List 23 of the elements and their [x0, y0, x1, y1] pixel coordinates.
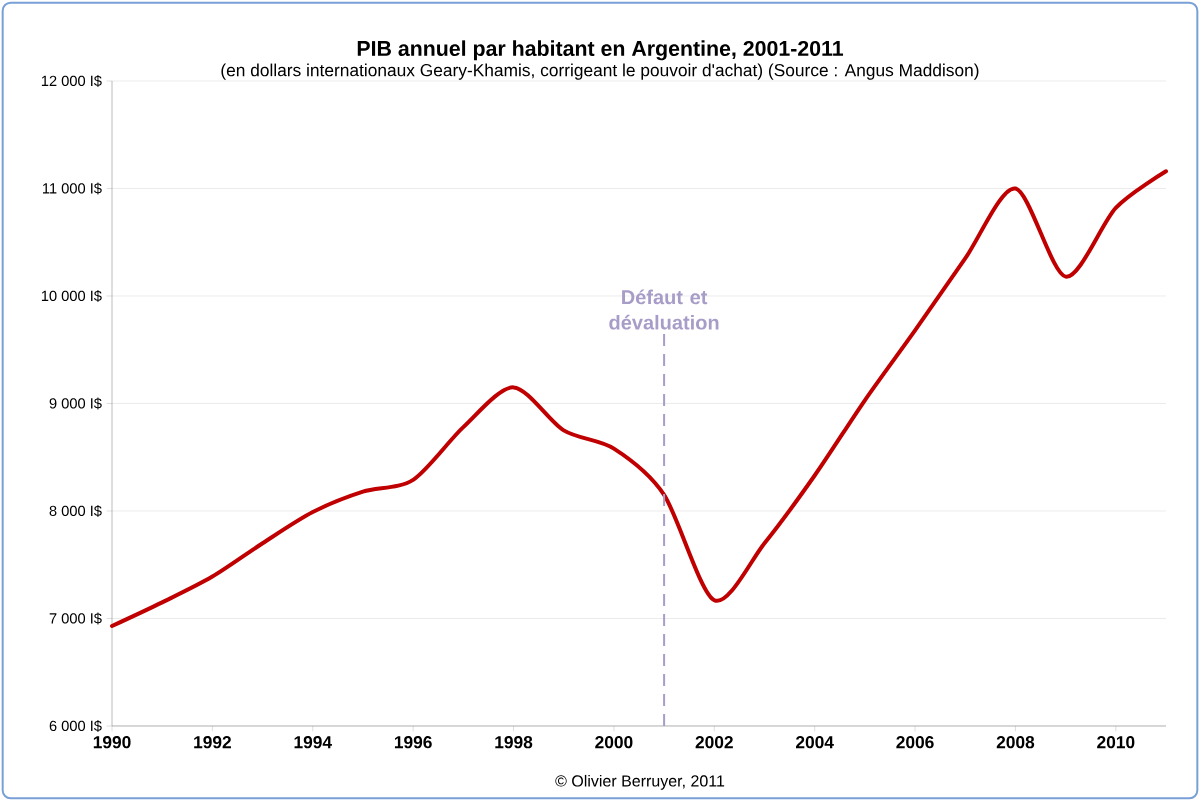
- x-tick-label: 2006: [896, 736, 934, 749]
- x-tick-label: 2000: [595, 736, 633, 749]
- y-tick-label: 12 000 I$: [41, 75, 102, 87]
- x-tick-label: 2004: [796, 736, 834, 749]
- y-tick-label: 8 000 I$: [49, 505, 102, 517]
- x-tick-label: 2008: [996, 736, 1035, 749]
- ref-line-label: Défaut et dévaluation: [609, 289, 719, 330]
- y-tick-label: 11 000 I$: [43, 182, 102, 195]
- y-tick-label: 10 000 I$: [41, 290, 102, 302]
- x-tick-label: 1996: [394, 736, 432, 749]
- x-tick-label: 1992: [194, 736, 231, 749]
- x-tick-label: 1994: [294, 736, 332, 749]
- line-series: [110, 169, 1169, 629]
- x-tick-label: 2002: [695, 736, 733, 749]
- y-tick-label: 6 000 I$: [49, 720, 102, 732]
- y-tick-label: 9 000 I$: [49, 397, 102, 410]
- y-tick-label: 7 000 I$: [49, 612, 102, 625]
- x-tick-label: 1990: [93, 736, 131, 749]
- text: © Olivier Berruyer, 2011: [555, 774, 725, 790]
- chart-subtitle: (en dollars internationaux Geary-Khamis, corrigeant le pouvoir d'achat) (Source : Angus Maddison): [221, 63, 979, 80]
- chart-title: PIB annuel par habitant en Argentine, 2001-2011: [357, 40, 844, 61]
- x-tick-label: 1998: [495, 736, 533, 749]
- x-tick-label: 2010: [1097, 736, 1135, 749]
